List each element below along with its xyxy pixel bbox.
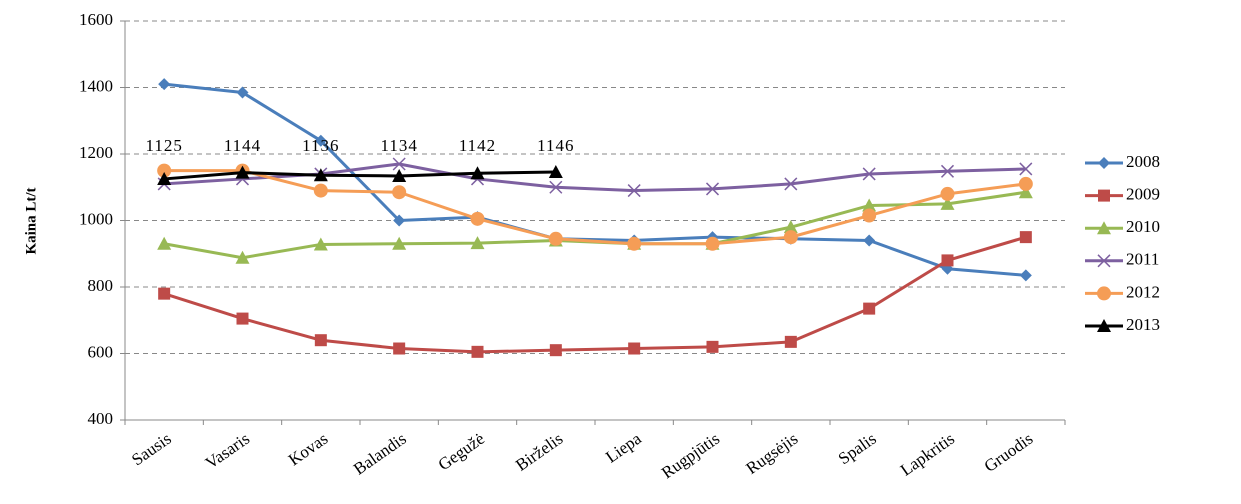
- marker: [157, 163, 172, 178]
- series-line: [164, 162, 1026, 193]
- marker: [627, 184, 641, 198]
- x-tick-label: Spalis: [835, 429, 880, 468]
- marker: [862, 198, 877, 212]
- marker: [158, 78, 171, 91]
- marker: [392, 157, 406, 171]
- marker: [548, 164, 563, 178]
- marker: [392, 185, 407, 200]
- series-line: [164, 169, 1027, 246]
- legend-label: 2010: [1126, 217, 1160, 236]
- series-line: [164, 170, 556, 181]
- series-line: [164, 82, 1026, 277]
- data-label: 1134: [380, 136, 417, 155]
- marker: [1097, 221, 1111, 235]
- legend-label: 2012: [1126, 282, 1160, 301]
- x-tick-label: Vasaris: [202, 429, 253, 473]
- marker: [471, 345, 484, 358]
- y-tick-label: 1200: [79, 143, 113, 162]
- marker: [627, 236, 642, 251]
- x-tick-label: Liepa: [602, 429, 645, 467]
- marker: [1019, 162, 1033, 176]
- marker: [1018, 176, 1033, 191]
- data-label: 1125: [145, 136, 182, 155]
- x-tick-label: Gegužė: [435, 429, 488, 474]
- marker: [314, 334, 327, 347]
- marker: [940, 164, 955, 178]
- marker: [863, 302, 876, 315]
- marker: [1018, 185, 1033, 199]
- marker: [549, 180, 563, 194]
- marker: [235, 165, 250, 179]
- marker: [313, 237, 328, 251]
- marker: [393, 214, 406, 227]
- series-line: [163, 190, 1027, 260]
- marker: [157, 171, 172, 185]
- y-tick-label: 800: [88, 276, 114, 295]
- x-tick-label: Lapkritis: [897, 429, 958, 480]
- marker: [783, 230, 798, 245]
- marker: [392, 168, 407, 182]
- x-tick-label: Gruodis: [981, 429, 1037, 476]
- marker: [1098, 157, 1110, 169]
- y-tick-label: 1400: [79, 76, 113, 95]
- marker: [393, 342, 406, 355]
- marker: [1019, 231, 1032, 244]
- marker: [784, 335, 797, 348]
- marker: [863, 234, 876, 247]
- marker: [313, 168, 328, 182]
- marker: [1097, 286, 1111, 301]
- marker: [157, 236, 172, 250]
- x-tick-label: Sausis: [128, 429, 175, 469]
- series-line: [163, 235, 1027, 354]
- legend-label: 2008: [1126, 152, 1160, 171]
- y-tick-label: 1000: [79, 209, 113, 228]
- x-tick-label: Balandis: [350, 429, 410, 479]
- marker: [313, 183, 328, 198]
- marker: [706, 340, 719, 353]
- legend-label: 2011: [1126, 250, 1159, 269]
- marker: [784, 177, 798, 191]
- data-label: 1136: [302, 136, 339, 155]
- marker: [235, 250, 250, 264]
- marker: [783, 220, 798, 234]
- marker: [236, 86, 249, 99]
- marker: [470, 211, 485, 226]
- marker: [705, 182, 720, 196]
- legend-label: 2009: [1126, 185, 1160, 204]
- marker: [470, 166, 485, 180]
- x-tick-label: Birželis: [512, 429, 566, 475]
- marker: [1097, 254, 1111, 268]
- x-tick-label: Kovas: [285, 429, 331, 469]
- marker: [862, 208, 877, 223]
- marker: [940, 196, 955, 210]
- marker: [940, 186, 955, 201]
- data-label: 1142: [459, 136, 496, 155]
- y-axis-label: Kaina Lt/t: [23, 187, 39, 254]
- y-tick-label: 600: [88, 342, 114, 361]
- x-tick-label: Rugpjūtis: [658, 429, 723, 482]
- y-tick-label: 1600: [79, 10, 113, 29]
- marker: [941, 254, 954, 267]
- marker: [314, 134, 327, 147]
- marker: [470, 236, 485, 250]
- marker: [236, 312, 249, 325]
- marker: [549, 344, 562, 357]
- marker: [1097, 319, 1111, 332]
- marker: [1098, 189, 1110, 202]
- marker: [548, 231, 563, 246]
- data-label: 1146: [537, 136, 574, 155]
- marker: [392, 236, 407, 250]
- data-label: 1144: [224, 136, 261, 155]
- y-tick-label: 400: [88, 409, 114, 428]
- marker: [862, 167, 876, 181]
- legend-label: 2013: [1126, 315, 1160, 334]
- marker: [1019, 269, 1032, 282]
- marker: [158, 287, 171, 300]
- x-tick-label: Rugsėjis: [742, 429, 801, 478]
- marker: [628, 342, 641, 355]
- marker: [705, 236, 720, 251]
